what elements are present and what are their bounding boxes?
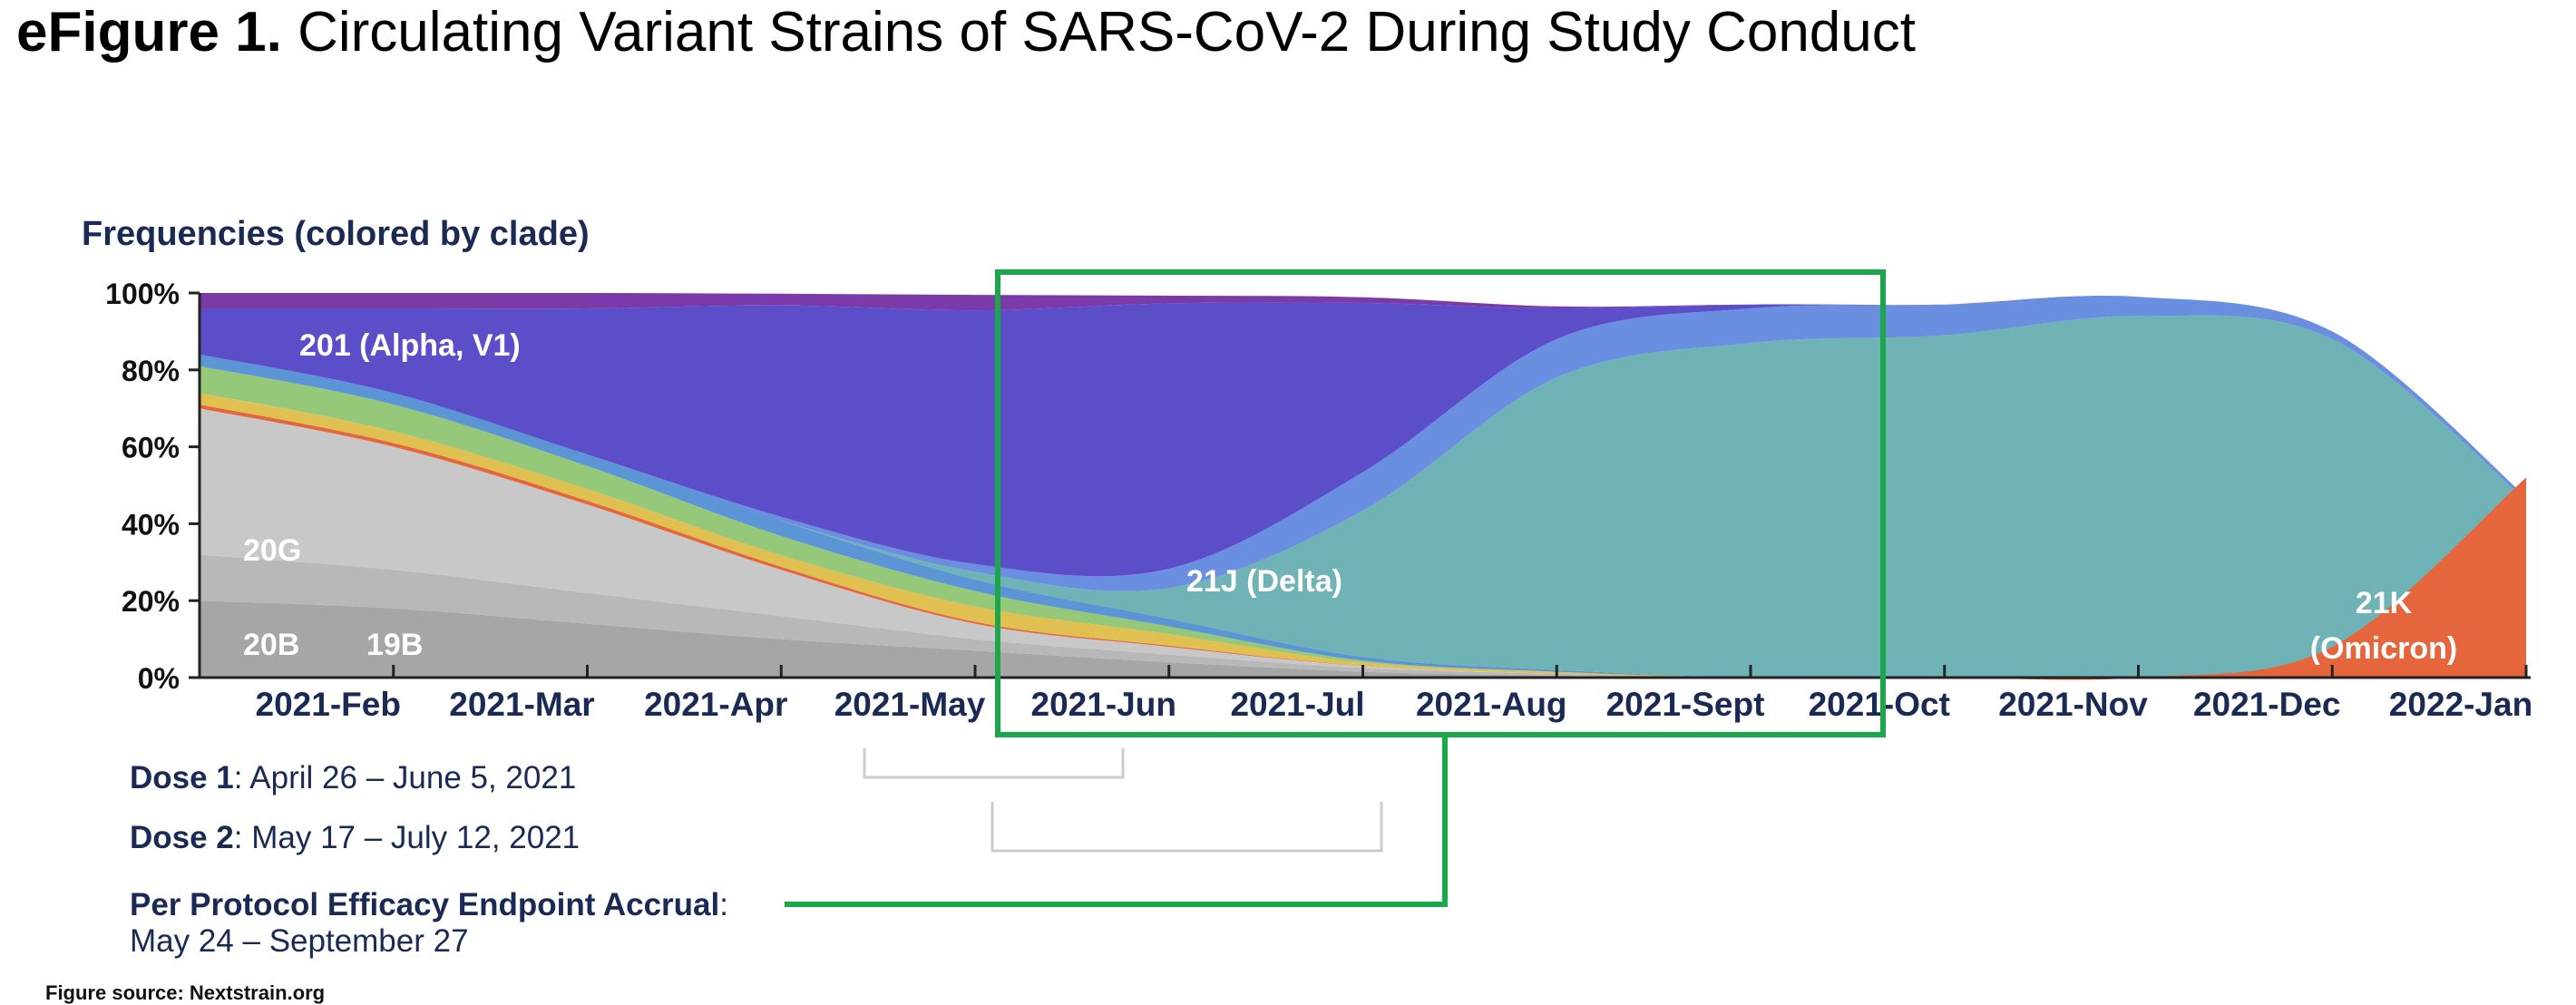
x-tick-label: 2022-Jan [2389, 686, 2532, 723]
label-alpha: 201 (Alpha, V1) [299, 328, 521, 363]
dose2-note: Dose 2: May 17 – July 12, 2021 [130, 820, 580, 856]
x-tick-label: 2021-Jul [1230, 686, 1364, 723]
x-tick-label: 2021-Feb [256, 686, 401, 723]
figure-title-bold: eFigure 1. [16, 1, 282, 63]
x-tick-label: 2021-Jun [1031, 686, 1176, 723]
label-delta: 21J (Delta) [1186, 564, 1342, 599]
y-tick-label: 80% [122, 355, 180, 387]
axes: 0% 20% 40% 60% 80% 100% 2021-Feb 2021-Mar 2021-A… [105, 278, 2532, 723]
area-series-8 [200, 295, 2526, 591]
dose1-text: : April 26 – June 5, 2021 [233, 760, 577, 795]
label-20g: 20G [243, 533, 301, 568]
x-tick-label: 2021-Apr [644, 686, 787, 723]
endpoint-connector [785, 735, 1448, 907]
endpoint-dates: May 24 – September 27 [130, 923, 469, 959]
area-20b [200, 600, 2526, 678]
dose1-bracket [863, 748, 1125, 779]
y-tick-label: 40% [122, 508, 180, 541]
chart-title: Frequencies (colored by clade) [82, 215, 590, 253]
endpoint-label: Per Protocol Efficacy Endpoint Accrual [130, 887, 720, 922]
dose1-label: Dose 1 [130, 760, 234, 795]
dose1-note: Dose 1: April 26 – June 5, 2021 [130, 760, 576, 796]
area-19b [200, 554, 2526, 678]
figure-title: eFigure 1. Circulating Variant Strains o… [16, 0, 1916, 64]
x-tick-label: 2021-Dec [2193, 686, 2341, 723]
label-omicron-2: (Omicron) [2310, 631, 2457, 666]
x-tick-label: 2021-Sept [1606, 686, 1765, 723]
y-tick-label: 60% [122, 432, 180, 464]
dose2-bracket [990, 802, 1383, 853]
label-20b: 20B [243, 628, 299, 662]
dose2-text: : May 17 – July 12, 2021 [233, 820, 581, 855]
label-19b: 19B [366, 628, 423, 662]
y-tick-label: 20% [122, 585, 180, 618]
dose-brackets [863, 748, 1383, 853]
x-tick-label: 2021-Oct [1809, 686, 1950, 723]
endpoint-sep: : [719, 887, 728, 922]
x-tick-label: 2021-May [834, 686, 986, 723]
series-labels: 201 (Alpha, V1) 21J (Delta) 20G 20B 19B … [243, 328, 2457, 666]
endpoint-window-box [995, 269, 1886, 737]
stacked-areas [200, 292, 2526, 680]
label-omicron-1: 21K [2356, 586, 2413, 620]
x-tick-label: 2021-Nov [1998, 686, 2148, 723]
endpoint-note: Per Protocol Efficacy Endpoint Accrual: [130, 887, 728, 923]
y-tick-label: 100% [105, 278, 180, 310]
area-20g [200, 408, 2526, 678]
figure-source: Figure source: Nextstrain.org [45, 981, 326, 1004]
figure-title-text: Circulating Variant Strains of SARS-CoV-… [281, 1, 1916, 63]
x-tick-label: 2021-Aug [1416, 686, 1567, 723]
area-201 [200, 295, 2526, 577]
dose2-label: Dose 2 [130, 820, 234, 855]
x-tick-label: 2021-Mar [449, 686, 594, 723]
y-tick-label: 0% [138, 662, 180, 695]
area-21j [200, 315, 2526, 678]
